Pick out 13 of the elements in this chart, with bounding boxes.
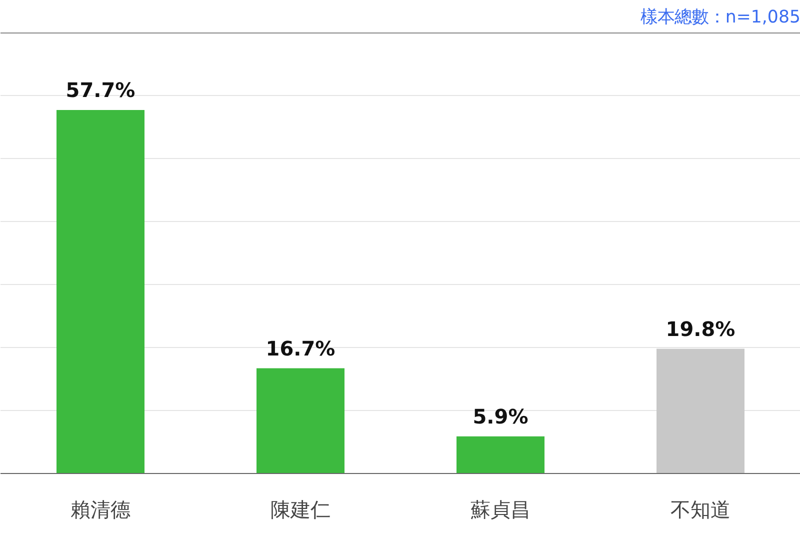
bar — [656, 348, 744, 474]
data-label: 19.8% — [666, 316, 736, 341]
x-tick-label: 賴清德 — [70, 498, 130, 522]
bar — [456, 436, 544, 474]
data-label: 16.7% — [266, 336, 336, 360]
x-tick-label: 不知道 — [670, 498, 730, 522]
x-tick-label: 蘇貞昌 — [470, 498, 530, 522]
bar — [256, 368, 344, 474]
x-tick-label: 陳建仁 — [270, 498, 330, 522]
data-label: 5.9% — [472, 404, 528, 428]
bar — [56, 110, 144, 474]
text: 樣本總數：n=1,085 — [640, 8, 800, 28]
data-label: 57.7% — [66, 78, 136, 102]
